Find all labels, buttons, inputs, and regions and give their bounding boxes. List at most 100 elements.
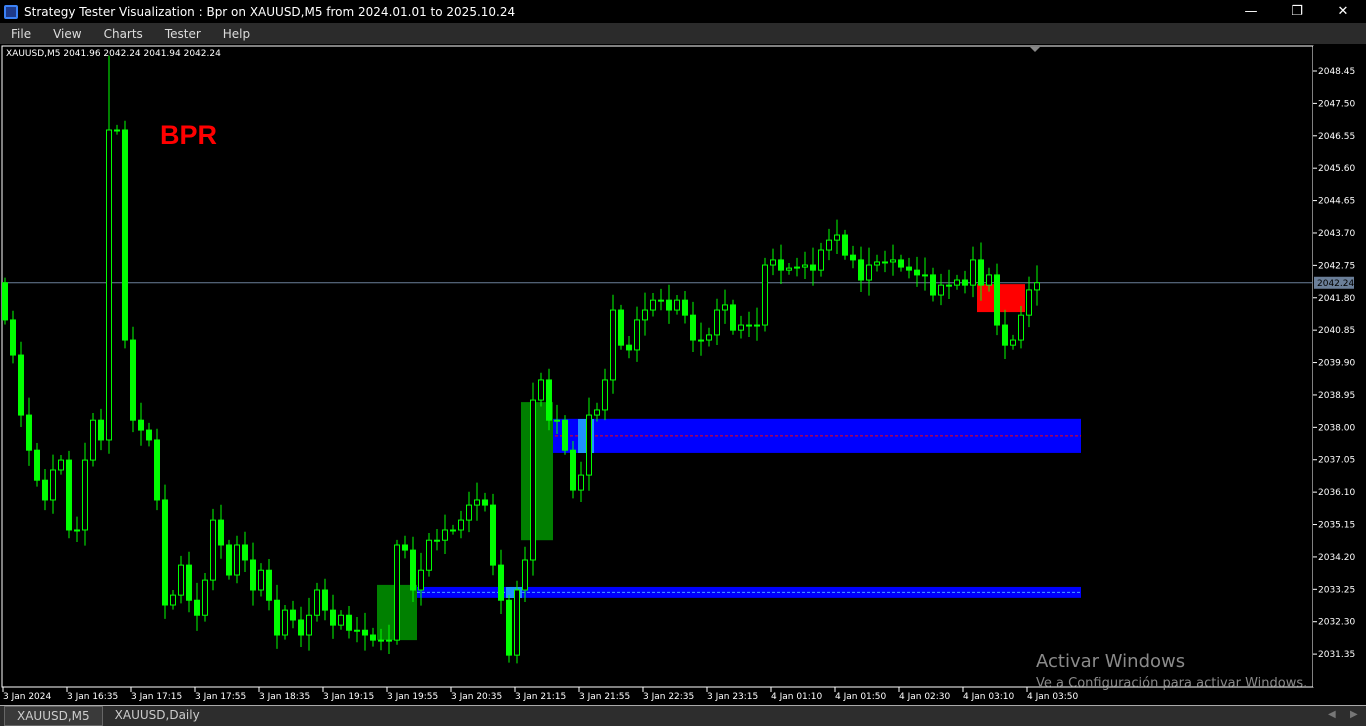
candle-body xyxy=(106,129,112,441)
candle-body xyxy=(386,639,392,642)
candle-body xyxy=(266,569,272,601)
candle-body xyxy=(130,339,136,421)
candle-body xyxy=(874,261,880,266)
candle-body xyxy=(914,269,920,276)
candle-body xyxy=(258,569,264,591)
candle-body xyxy=(290,609,296,621)
candle-body xyxy=(762,264,768,326)
candle-body xyxy=(890,259,896,263)
candle-body xyxy=(730,304,736,331)
time-tick-label: 3 Jan 23:15 xyxy=(707,692,758,702)
candle-body xyxy=(178,564,184,596)
candle-body xyxy=(978,259,984,286)
candle-body xyxy=(850,254,856,261)
candle-body xyxy=(146,429,152,441)
candle-body xyxy=(578,474,584,491)
menu-tester[interactable]: Tester xyxy=(164,26,201,41)
window-title: Strategy Tester Visualization : Bpr on X… xyxy=(24,4,516,19)
price-tick-label: 2041.80 xyxy=(1318,294,1355,304)
price-tick-label: 2037.05 xyxy=(1318,456,1355,466)
candle-body xyxy=(906,266,912,271)
candle-body xyxy=(298,619,304,636)
candle-body xyxy=(1010,339,1016,346)
maximize-button[interactable]: ❐ xyxy=(1291,4,1303,19)
candle-body xyxy=(226,544,232,576)
candle-body xyxy=(842,234,848,256)
candle-body xyxy=(202,579,208,616)
candle-body xyxy=(306,614,312,636)
time-tick-label: 4 Jan 02:30 xyxy=(899,692,951,702)
candle-body xyxy=(482,499,488,506)
price-tick-label: 2032.30 xyxy=(1318,618,1355,628)
candle-body xyxy=(314,589,320,616)
price-tick-label: 2034.20 xyxy=(1318,553,1355,563)
candle-body xyxy=(370,634,376,641)
minimize-button[interactable]: — xyxy=(1244,4,1258,19)
candle-body xyxy=(970,259,976,286)
candle-body xyxy=(354,629,360,632)
scroll-right-icon[interactable]: ▶ xyxy=(1350,709,1358,720)
candle-body xyxy=(754,324,760,327)
candle-body xyxy=(602,379,608,411)
price-tick-label: 2045.60 xyxy=(1318,164,1355,174)
time-tick-label: 4 Jan 01:10 xyxy=(771,692,823,702)
candle-body xyxy=(1026,289,1032,316)
time-tick-label: 3 Jan 2024 xyxy=(3,692,51,702)
candle-body xyxy=(74,529,80,532)
candle-body xyxy=(674,299,680,311)
close-button[interactable]: ✕ xyxy=(1337,4,1349,19)
price-tick-label: 2033.25 xyxy=(1318,585,1355,595)
candle-body xyxy=(442,529,448,541)
candle-body xyxy=(658,299,664,302)
tab-xauusd-m5[interactable]: XAUUSD,M5 xyxy=(4,706,103,726)
price-tick-label: 2038.00 xyxy=(1318,423,1355,433)
candle-body xyxy=(706,334,712,341)
candle-body xyxy=(362,629,368,636)
candle-body xyxy=(882,261,888,264)
time-tick-label: 3 Jan 21:55 xyxy=(579,692,630,702)
time-tick-label: 3 Jan 22:35 xyxy=(643,692,694,702)
candle-body xyxy=(90,419,96,461)
time-tick-label: 4 Jan 01:50 xyxy=(835,692,887,702)
candle-body xyxy=(650,299,656,311)
price-tick-label: 2036.10 xyxy=(1318,488,1355,498)
price-tick-label: 2040.85 xyxy=(1318,326,1355,336)
menu-charts[interactable]: Charts xyxy=(103,26,143,41)
menu-view[interactable]: View xyxy=(53,26,82,41)
candle-body xyxy=(234,544,240,576)
candle-body xyxy=(330,609,336,626)
time-tick-label: 4 Jan 03:50 xyxy=(1027,692,1079,702)
candle-body xyxy=(218,519,224,546)
price-tick-label: 2039.90 xyxy=(1318,359,1355,369)
price-tick-label: 2038.95 xyxy=(1318,391,1355,401)
price-chart[interactable]: 2048.45 2047.50 2046.55 2045.60 2044.65 2043.… xyxy=(0,44,1366,706)
candle-body xyxy=(82,459,88,531)
candle-body xyxy=(922,274,928,277)
candle-body xyxy=(826,239,832,251)
tab-xauusd-daily[interactable]: XAUUSD,Daily xyxy=(114,708,200,722)
time-tick-label: 3 Jan 16:35 xyxy=(67,692,118,702)
candle-body xyxy=(2,282,8,321)
scroll-left-icon[interactable]: ◀ xyxy=(1328,709,1336,720)
time-tick-label: 4 Jan 03:10 xyxy=(963,692,1015,702)
price-axis xyxy=(1313,46,1366,687)
chart-info: XAUUSD,M5 2041.96 2042.24 2041.94 2042.2… xyxy=(6,49,221,59)
candle-body xyxy=(794,266,800,269)
time-tick-label: 3 Jan 20:35 xyxy=(451,692,502,702)
time-tick-label: 3 Jan 17:55 xyxy=(195,692,246,702)
candle-body xyxy=(698,339,704,342)
candle-body xyxy=(58,459,64,471)
chart-tabs: XAUUSD,M5 XAUUSD,Daily xyxy=(0,706,1366,726)
candle-body xyxy=(594,409,600,416)
bpr-label: BPR xyxy=(160,120,218,150)
candle-body xyxy=(786,267,792,271)
candle-body xyxy=(546,379,552,421)
menu-help[interactable]: Help xyxy=(222,26,251,41)
candle-body xyxy=(1018,314,1024,341)
candle-body xyxy=(138,419,144,431)
chart-area[interactable]: 2048.45 2047.50 2046.55 2045.60 2044.65 2043.… xyxy=(0,44,1366,706)
candle-body xyxy=(634,319,640,351)
menu-file[interactable]: File xyxy=(11,26,32,41)
candle-body xyxy=(34,449,40,481)
candle-body xyxy=(1034,282,1040,291)
